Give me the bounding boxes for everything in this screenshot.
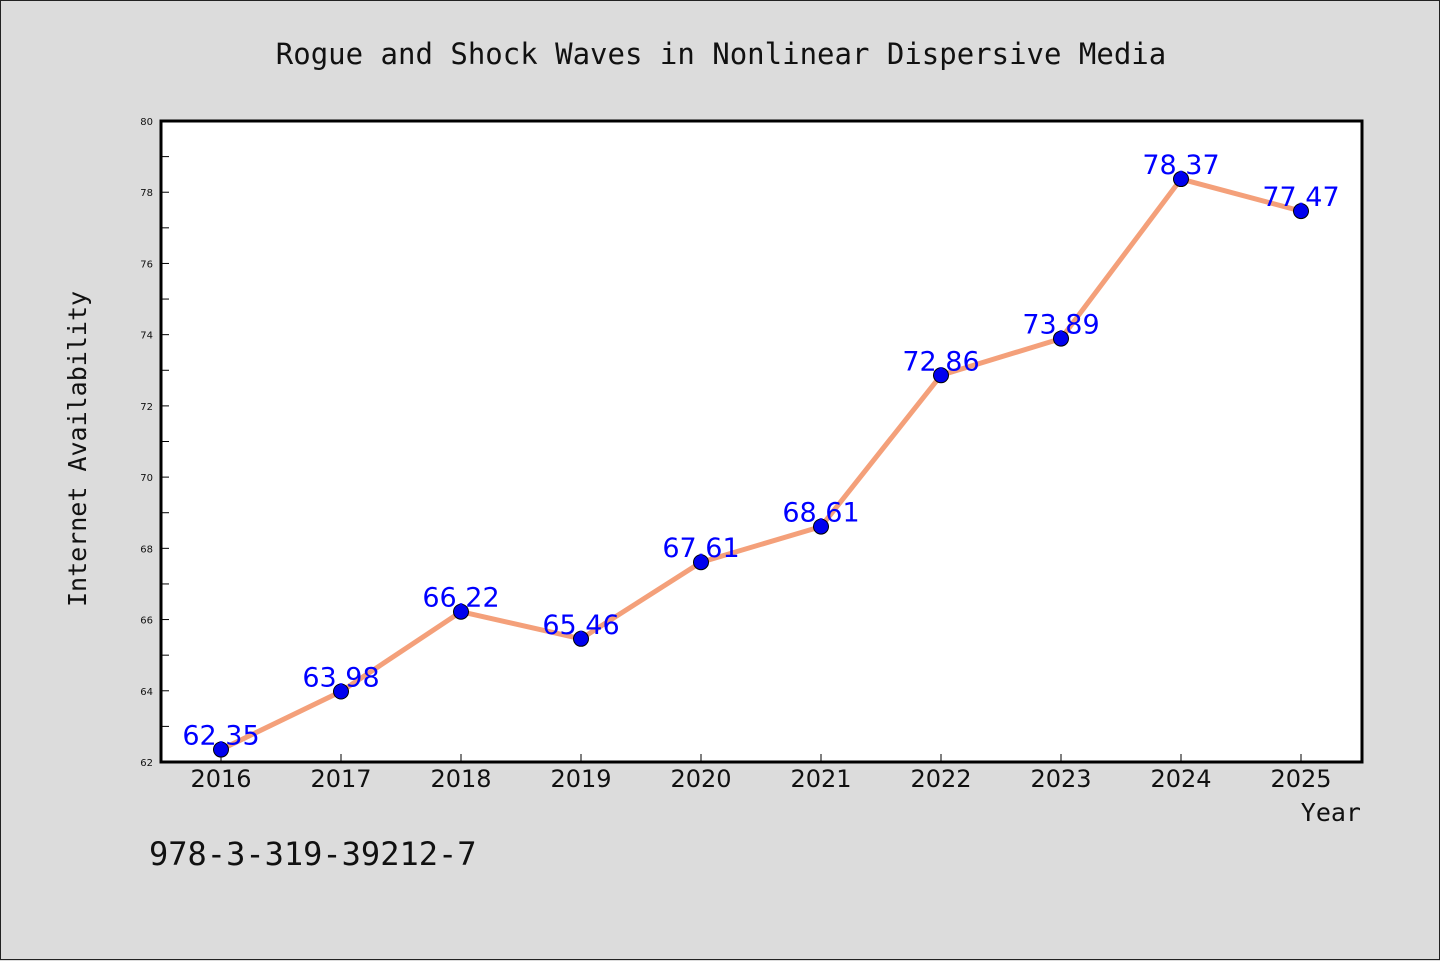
data-label: 73.89 — [1022, 310, 1099, 341]
data-label: 72.86 — [902, 346, 979, 377]
y-tick-label: 68 — [140, 544, 153, 555]
plot-area — [159, 119, 1364, 764]
x-tick-label: 2018 — [430, 765, 491, 793]
data-label: 62.35 — [182, 721, 259, 752]
data-label: 78.37 — [1142, 150, 1219, 181]
x-tick-label: 2025 — [1270, 765, 1331, 793]
x-tick-label: 2024 — [1150, 765, 1211, 793]
data-label: 65.46 — [542, 610, 619, 641]
isbn-text: 978-3-319-39212-7 — [149, 835, 477, 873]
x-tick-label: 2021 — [790, 765, 851, 793]
data-label: 77.47 — [1262, 182, 1339, 213]
x-tick-label: 2023 — [1030, 765, 1091, 793]
series-layer: 62.35 63.98 66.22 65.46 67.61 68.61 72.86 73.89… — [182, 150, 1340, 758]
chart-title: Rogue and Shock Waves in Nonlinear Dispe… — [276, 37, 1166, 71]
x-tick-label: 2016 — [190, 765, 251, 793]
data-point — [453, 603, 469, 620]
data-point — [693, 554, 709, 571]
data-label: 68.61 — [782, 498, 859, 529]
series-line — [219, 176, 1302, 752]
x-tick-label: 2022 — [910, 765, 971, 793]
y-tick-label: 66 — [140, 616, 153, 627]
y-tick-label: 78 — [140, 188, 153, 199]
y-tick-label: 62 — [140, 758, 153, 769]
x-tick-label: 2020 — [670, 765, 731, 793]
y-tick-label: 70 — [140, 473, 153, 484]
data-label: 66.22 — [422, 583, 499, 614]
x-axis-ticks: 2016 2017 2018 2019 2020 2021 2022 2023 2024 2025 — [190, 754, 1332, 793]
data-point — [1053, 330, 1069, 347]
data-point — [933, 367, 949, 384]
y-tick-label: 72 — [140, 402, 153, 413]
y-tick-label: 80 — [140, 117, 153, 128]
x-tick-label: 2019 — [550, 765, 611, 793]
x-tick-label: 2017 — [310, 765, 371, 793]
y-tick-label: 76 — [140, 259, 153, 270]
data-point — [573, 630, 589, 647]
y-axis-label: Internet Availability — [63, 291, 92, 607]
data-point — [813, 518, 829, 535]
data-label: 67.61 — [662, 533, 739, 564]
data-point — [1173, 171, 1189, 188]
data-point — [333, 683, 349, 700]
data-label: 63.98 — [302, 662, 379, 693]
data-point — [213, 741, 229, 758]
y-axis-ticks: 62 64 66 68 70 72 74 76 78 80 — [140, 117, 169, 769]
y-tick-label: 74 — [140, 331, 153, 342]
data-point — [1293, 203, 1309, 220]
y-tick-label: 64 — [140, 687, 153, 698]
x-axis-label: Year — [1301, 798, 1361, 827]
